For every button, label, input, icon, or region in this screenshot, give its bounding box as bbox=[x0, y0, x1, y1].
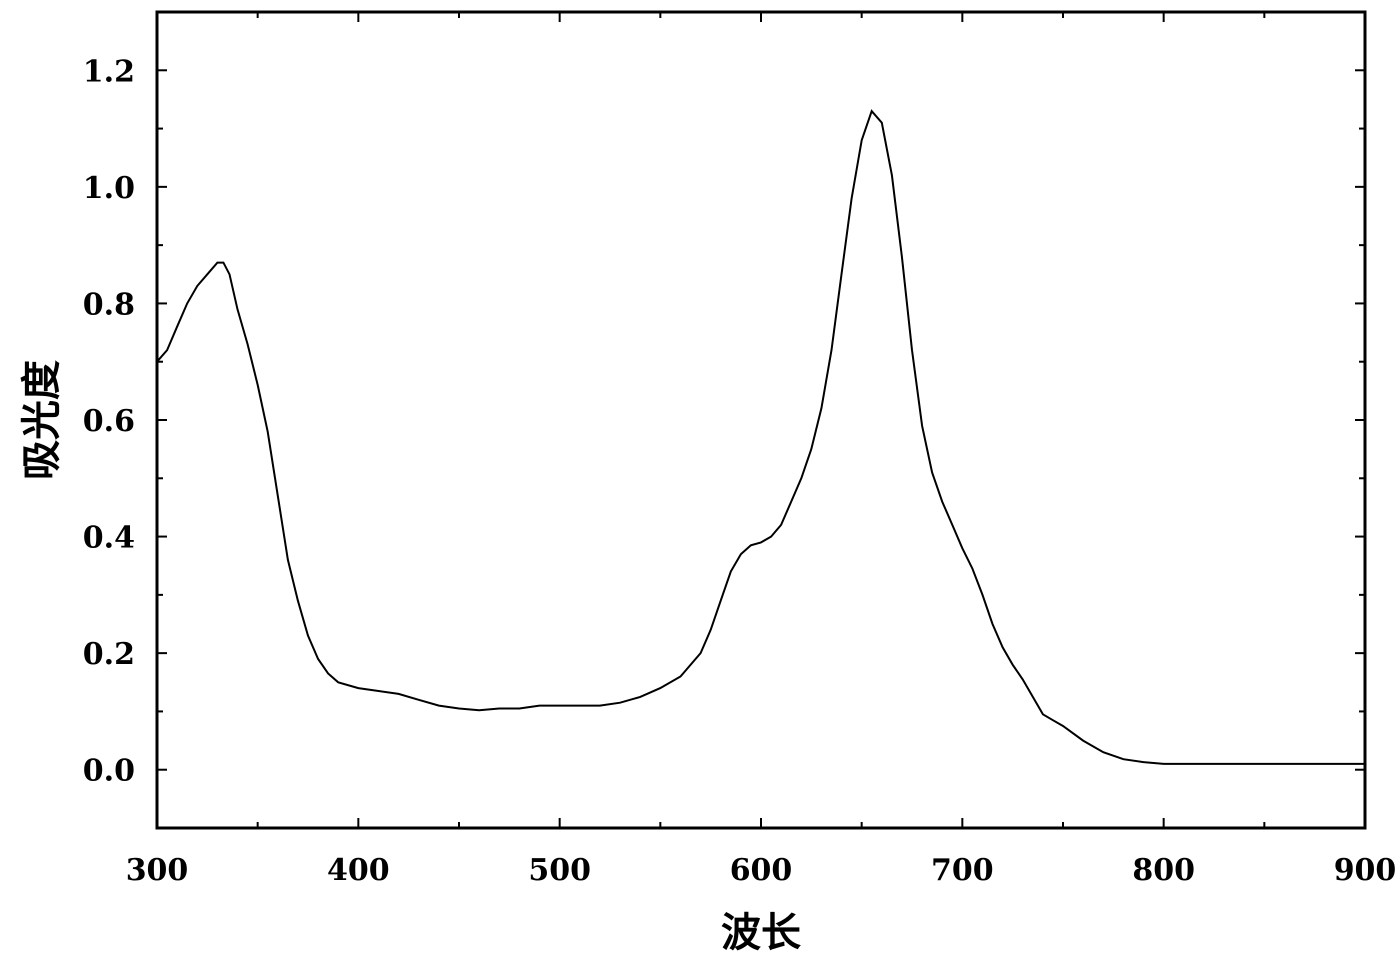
y-tick-label: 0.8 bbox=[83, 287, 135, 322]
x-tick-label: 600 bbox=[730, 853, 793, 888]
absorbance-series-line bbox=[157, 111, 1365, 764]
y-tick-label: 0.0 bbox=[83, 754, 135, 789]
x-tick-label: 400 bbox=[327, 853, 390, 888]
y-tick-label: 1.0 bbox=[83, 171, 135, 206]
y-tick-label: 0.4 bbox=[83, 521, 135, 556]
x-tick-labels: 300 400 500 600 700 800 900 bbox=[126, 853, 1397, 888]
ticks-layer bbox=[157, 12, 1365, 828]
x-tick-label: 900 bbox=[1334, 853, 1397, 888]
x-tick-label: 700 bbox=[931, 853, 994, 888]
x-axis-title: 波长 bbox=[721, 910, 801, 956]
y-tick-labels: 0.0 0.2 0.4 0.6 0.8 1.0 1.2 bbox=[83, 54, 135, 788]
plot-frame bbox=[157, 12, 1365, 828]
x-tick-label: 500 bbox=[528, 853, 591, 888]
y-tick-label: 1.2 bbox=[83, 54, 135, 89]
x-tick-label: 300 bbox=[126, 853, 189, 888]
x-tick-label: 800 bbox=[1132, 853, 1195, 888]
y-tick-label: 0.6 bbox=[83, 404, 135, 439]
y-axis-title: 吸光度 bbox=[19, 360, 65, 480]
y-tick-label: 0.2 bbox=[83, 637, 135, 672]
